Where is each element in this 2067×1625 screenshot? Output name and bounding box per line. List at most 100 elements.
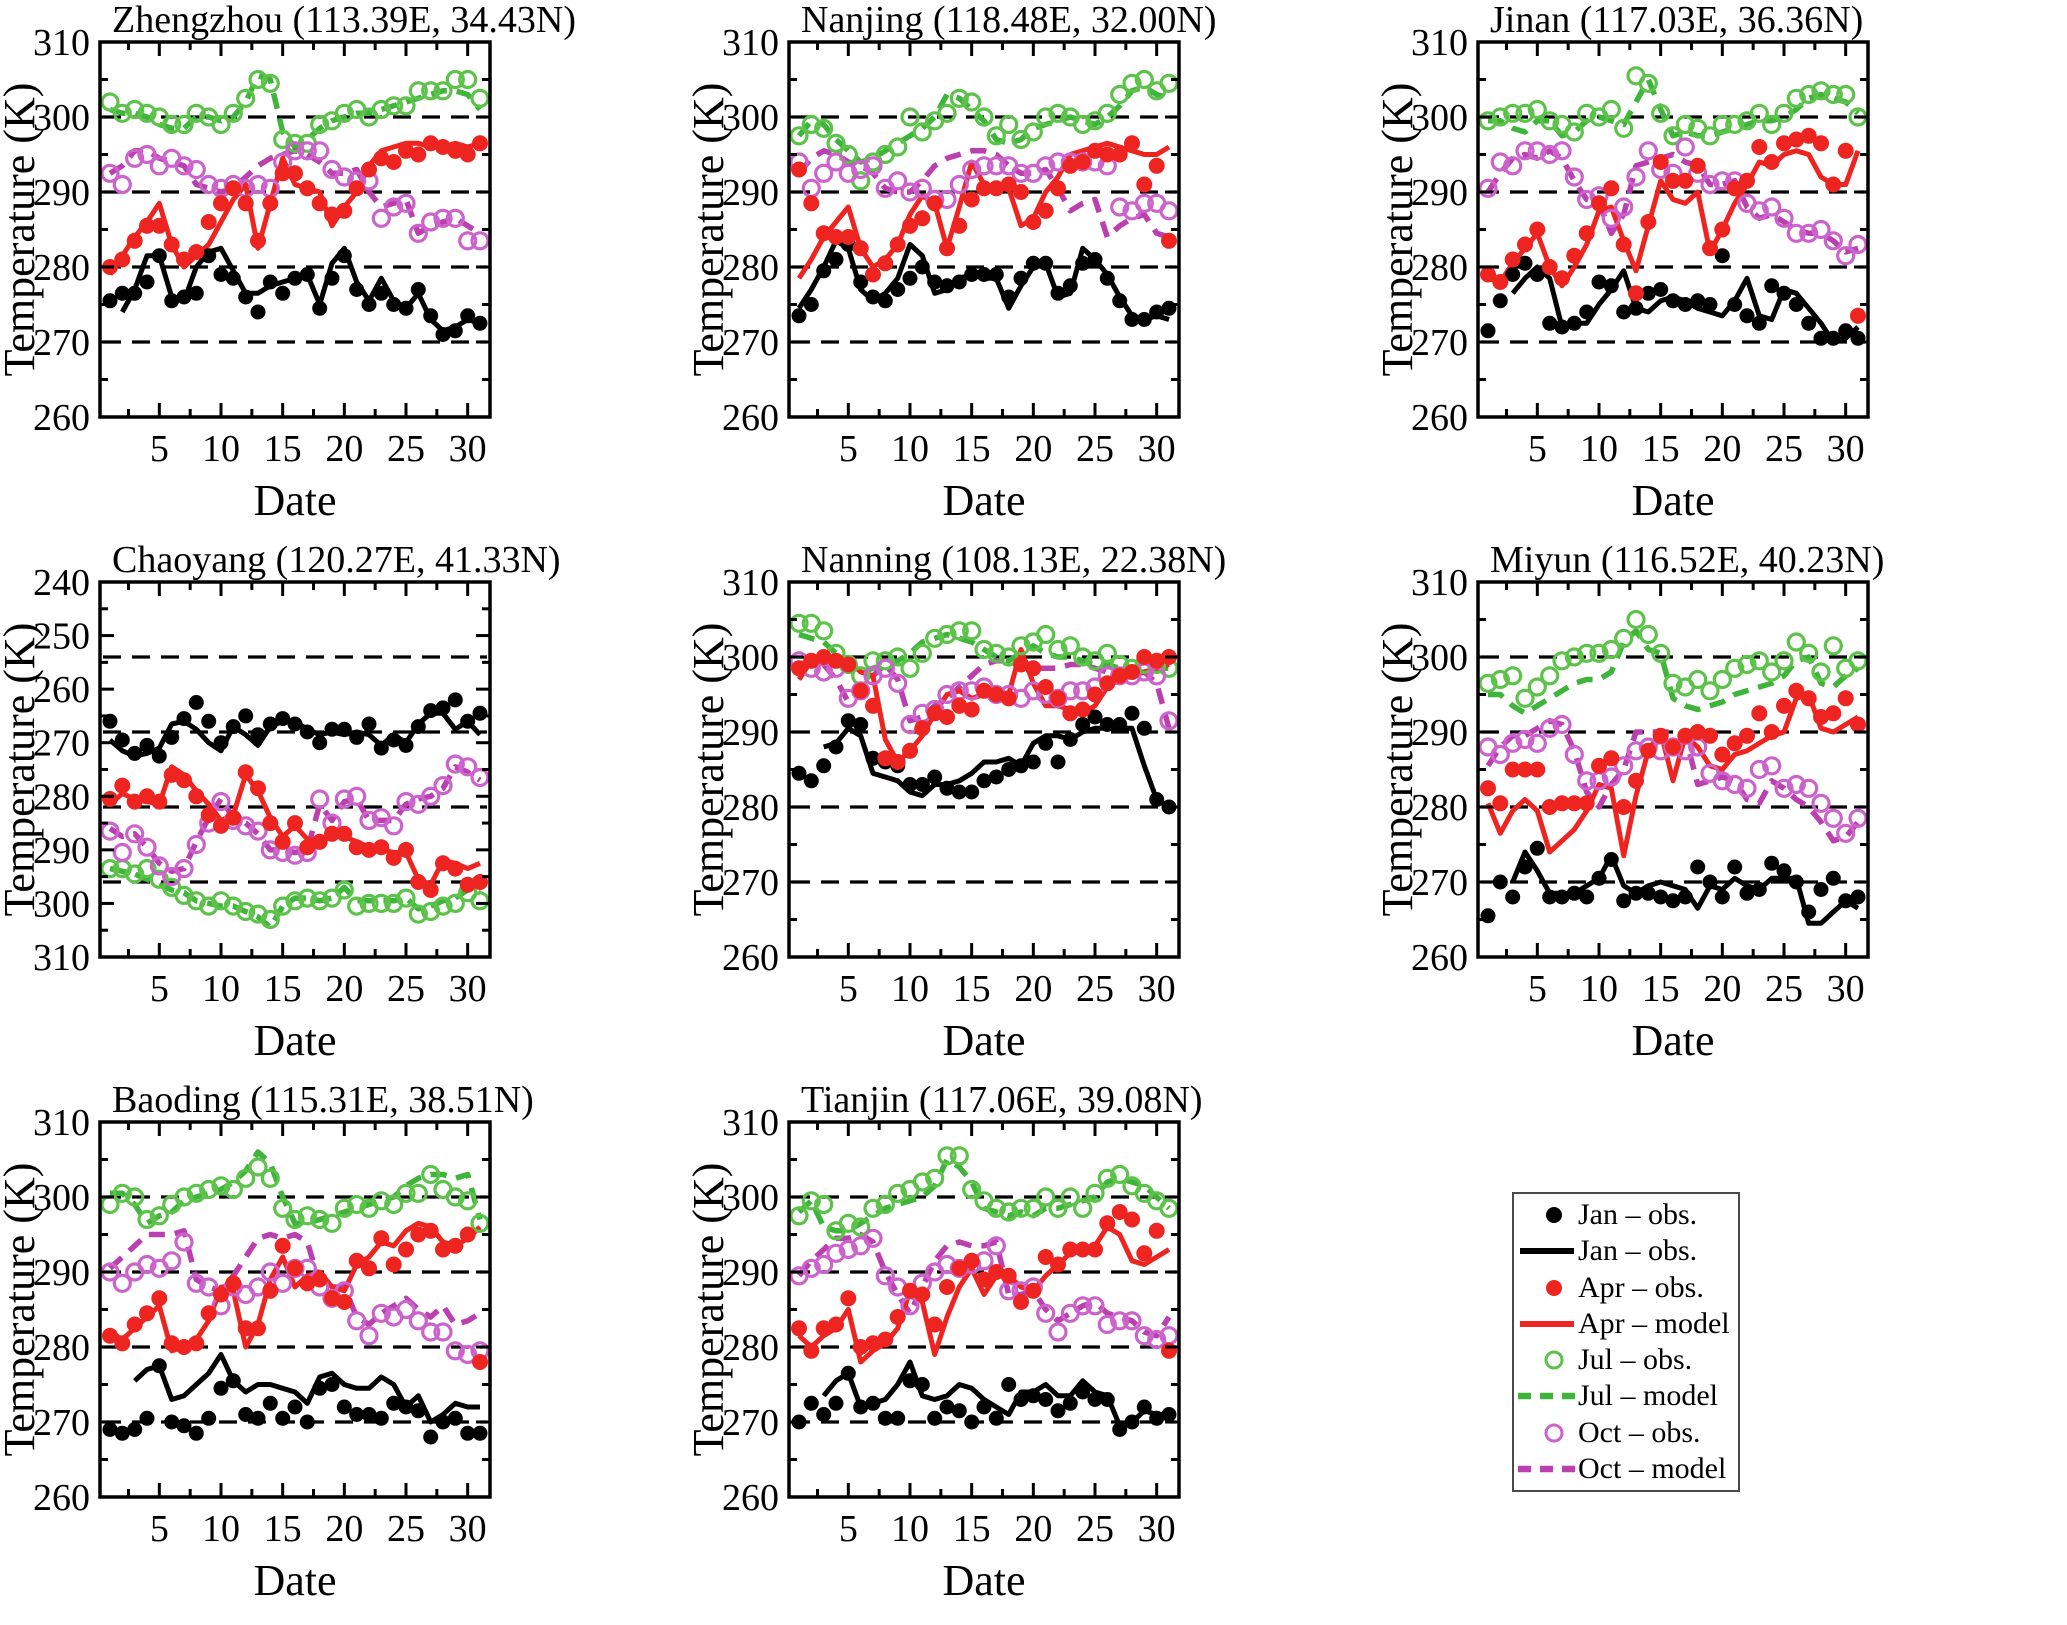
y-tick-label: 290 [33,830,90,872]
y-tick-label: 260 [1411,397,1468,439]
x-tick-label: 5 [839,1508,858,1550]
x-tick-label: 15 [1642,428,1680,470]
y-tick-label: 270 [33,1402,90,1444]
axis-ticks [100,580,490,959]
y-tick-label: 270 [33,723,90,765]
y-tick-label: 300 [33,97,90,139]
x-tick-label: 5 [150,1508,169,1550]
x-tick-label: 15 [953,968,991,1010]
y-tick-label: 300 [33,1177,90,1219]
chart-svg: 260 270 280 290 300 310 5 10 15 20 25 30 Nanjing (11… [684,0,1216,525]
x-tick-label: 30 [1138,968,1176,1010]
series-apr-obs [791,649,1177,770]
x-axis-label: Date [942,476,1025,525]
y-tick-label: 310 [33,937,90,979]
x-tick-label: 25 [387,968,425,1010]
series-apr-model [108,1220,482,1354]
x-tick-label: 20 [1014,1508,1052,1550]
dashed-symbol-icon [1518,1393,1576,1400]
x-tick-label: 5 [150,968,169,1010]
y-tick-label: 300 [1411,97,1468,139]
x-tick-label: 10 [202,428,240,470]
series-jul-model [109,865,481,931]
series-jan-obs [1480,248,1866,346]
y-tick-label: 280 [33,1327,90,1369]
y-tick-label: 290 [1411,712,1468,754]
legend-item-apr-obs: Apr – obs. [1514,1271,1738,1305]
y-tick-label: 300 [1411,637,1468,679]
series-jul-model [1488,76,1860,139]
x-axis-label: Date [942,1556,1025,1605]
x-tick-label: 30 [1827,968,1865,1010]
panel-title: Zhengzhou (113.39E, 34.43N) [112,0,576,41]
legend-box: Jan – obs. Jan – obs. Apr – obs. Apr – mode… [1512,1192,1740,1492]
y-tick-label: 300 [722,1177,779,1219]
y-tick-label: 270 [722,322,779,364]
axis-ticks [789,580,1179,959]
y-tick-label: 310 [722,562,779,604]
dot-symbol-icon [1546,1279,1562,1296]
panel-title: Nanjing (118.48E, 32.00N) [801,0,1216,41]
series-jul-obs [1478,609,1868,708]
series-jan-obs [102,248,488,342]
chart-panel-baoding: 260 270 280 290 300 310 5 10 15 20 25 30 Baoding (11… [0,1079,689,1620]
circle-symbol-icon [1544,1423,1564,1443]
series-jul-obs [100,859,490,930]
chart-svg: 240 250 260 270 280 290 300 310 5 10 15 20 25 30 Chaoy… [0,539,561,1065]
x-tick-label: 20 [1014,968,1052,1010]
y-tick-label: 310 [1411,562,1468,604]
y-tick-label: 260 [722,1477,779,1519]
circle-symbol-icon [1544,1350,1564,1370]
x-tick-label: 20 [1014,428,1052,470]
series-jan-model [821,1359,1169,1429]
chart-svg: 260 270 280 290 300 310 5 10 15 20 25 30 Tianjin (11… [684,1079,1202,1605]
y-tick-label: 300 [33,883,90,925]
y-axis-label: Temperature (K) [1378,83,1422,377]
dot-symbol-icon [1546,1207,1562,1224]
series-apr-obs [102,764,488,898]
chart-panel-zhengzhou: 260 270 280 290 300 310 5 10 15 20 25 30 Zhengzhou (… [0,0,689,540]
legend-item-apr-model: Apr – model [1514,1307,1738,1341]
y-tick-label: 300 [722,97,779,139]
x-tick-label: 30 [449,968,487,1010]
y-tick-label: 280 [722,787,779,829]
series-oct-model [108,764,482,875]
series-oct-obs [100,1232,490,1365]
axis-ticks [1478,40,1868,419]
series-apr-model [1485,692,1860,859]
series-apr-obs [1480,127,1866,324]
y-tick-label: 270 [722,862,779,904]
panel-title: Tianjin (117.06E, 39.08N) [801,1080,1202,1121]
x-tick-label: 15 [264,1508,302,1550]
y-tick-label: 290 [722,172,779,214]
chart-panel-jinan: 260 270 280 290 300 310 5 10 15 20 25 30 Jinan (117.… [1373,0,2067,540]
y-tick-label: 240 [33,562,90,604]
legend-item-jul-model: Jul – model [1514,1379,1738,1413]
x-tick-label: 25 [1076,1508,1114,1550]
y-axis-label: Temperature (K) [0,83,44,377]
chart-panel-nanjing: 260 270 280 290 300 310 5 10 15 20 25 30 Nanjing (11… [684,0,1378,540]
y-tick-label: 290 [722,712,779,754]
y-tick-label: 250 [33,616,90,658]
y-tick-label: 290 [1411,172,1468,214]
x-tick-label: 30 [449,428,487,470]
dashed-symbol-icon [1518,1465,1576,1472]
legend-item-oct-model: Oct – model [1514,1452,1738,1486]
x-tick-label: 5 [839,968,858,1010]
y-axis-label: Temperature (K) [689,1163,733,1457]
chart-svg: 260 270 280 290 300 310 5 10 15 20 25 30 Zhengzhou (… [0,0,576,525]
legend-item-label: Jan – obs. [1578,1198,1698,1232]
y-tick-label: 280 [1411,247,1468,289]
axis-ticks [789,40,1179,419]
series-oct-obs [100,754,490,887]
x-tick-label: 25 [387,1508,425,1550]
chart-panel-chaoyang: 240 250 260 270 280 290 300 310 5 10 15 20 25 30 Chaoy… [0,539,689,1080]
legend-item-label: Apr – obs. [1578,1270,1704,1304]
x-axis-label: Date [253,1556,336,1605]
y-tick-label: 310 [33,22,90,64]
y-tick-label: 280 [33,247,90,289]
panel-title: Nanning (108.13E, 22.38N) [801,540,1226,581]
y-tick-label: 290 [33,172,90,214]
x-tick-label: 5 [1528,968,1547,1010]
